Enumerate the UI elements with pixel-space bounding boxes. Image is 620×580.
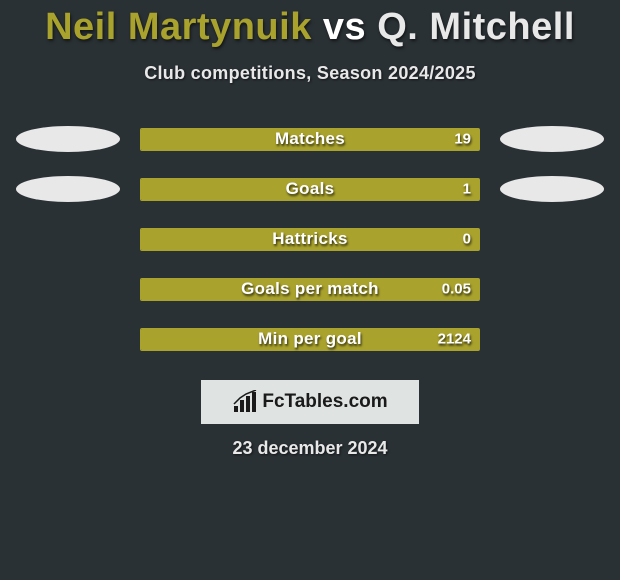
vs-text: vs <box>323 6 366 48</box>
player2-oval <box>500 176 604 202</box>
stat-value: 1 <box>463 181 471 198</box>
logo-box[interactable]: FcTables.com <box>201 380 419 424</box>
logo-text: FcTables.com <box>262 391 387 413</box>
stat-row: Goals per match 0.05 <box>0 276 620 302</box>
subtitle: Club competitions, Season 2024/2025 <box>0 63 620 84</box>
oval-spacer <box>16 326 120 352</box>
stat-bar: Goals 1 <box>140 178 480 201</box>
page-title: Neil Martynuik vs Q. Mitchell <box>0 6 620 49</box>
stat-row: Goals 1 <box>0 176 620 202</box>
oval-spacer <box>500 326 604 352</box>
stat-label: Matches <box>275 129 345 149</box>
stat-value: 0.05 <box>442 281 471 298</box>
stat-bar: Matches 19 <box>140 128 480 151</box>
date-label: 23 december 2024 <box>0 438 620 459</box>
stat-value: 19 <box>454 131 471 148</box>
stat-label: Min per goal <box>258 329 362 349</box>
stat-value: 0 <box>463 231 471 248</box>
stat-label: Hattricks <box>272 229 347 249</box>
oval-spacer <box>500 226 604 252</box>
stat-bar: Hattricks 0 <box>140 228 480 251</box>
oval-spacer <box>500 276 604 302</box>
stat-label: Goals per match <box>241 279 379 299</box>
stat-row: Matches 19 <box>0 126 620 152</box>
bars-chart-icon <box>232 390 258 414</box>
player2-name: Q. Mitchell <box>377 6 575 48</box>
player2-oval <box>500 126 604 152</box>
stat-bar: Goals per match 0.05 <box>140 278 480 301</box>
stat-value: 2124 <box>438 331 471 348</box>
stat-row: Min per goal 2124 <box>0 326 620 352</box>
stat-label: Goals <box>286 179 335 199</box>
stat-rows: Matches 19 Goals 1 Hattricks 0 Goals per match… <box>0 126 620 352</box>
comparison-widget: Neil Martynuik vs Q. Mitchell Club compe… <box>0 0 620 459</box>
stat-bar: Min per goal 2124 <box>140 328 480 351</box>
oval-spacer <box>16 226 120 252</box>
player1-oval <box>16 126 120 152</box>
oval-spacer <box>16 276 120 302</box>
player1-oval <box>16 176 120 202</box>
player1-name: Neil Martynuik <box>45 6 312 48</box>
stat-row: Hattricks 0 <box>0 226 620 252</box>
